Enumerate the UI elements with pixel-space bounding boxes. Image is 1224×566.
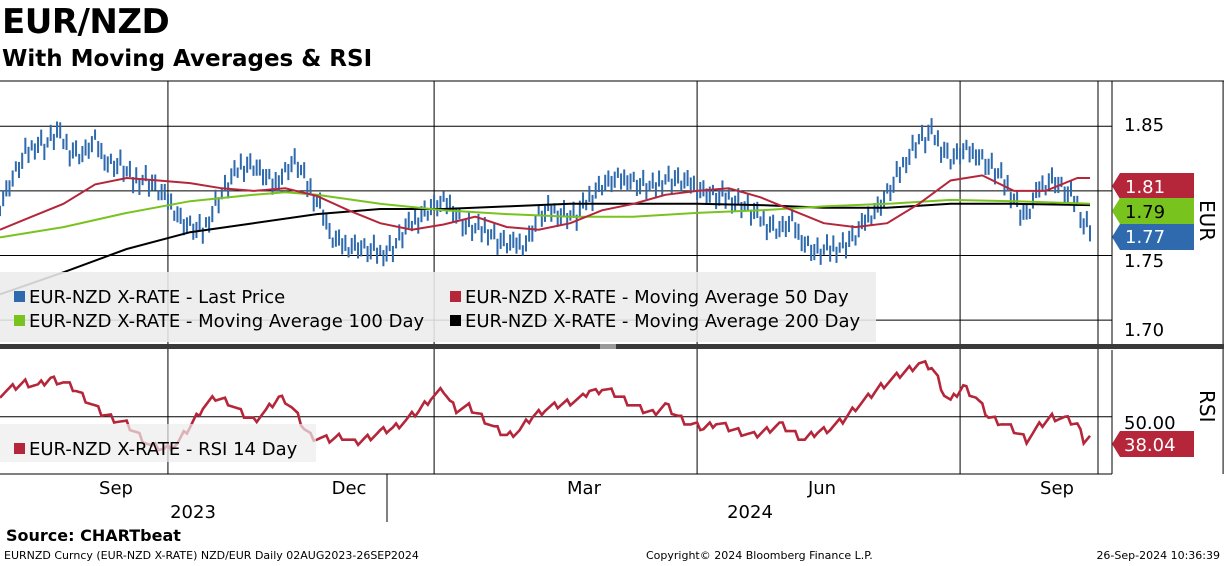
tag-last-price-value: 1.77	[1125, 227, 1165, 248]
x-label-sep-2023: Sep	[99, 478, 133, 499]
price-tick-170: 1.70	[1124, 320, 1164, 341]
panel-splitter-grip[interactable]	[600, 344, 616, 349]
tag-ma50-bg	[1112, 173, 1194, 199]
ma50-series-line	[0, 174, 1090, 231]
x-label-sep-2024: Sep	[1040, 478, 1074, 499]
source-note: Source: CHARTbeat	[6, 526, 181, 545]
legend-swatch-last-price	[14, 291, 25, 302]
chart-title: EUR/NZD	[2, 2, 170, 42]
timestamp: 26-Sep-2024 10:36:39	[1096, 549, 1220, 562]
x-year-2023: 2023	[170, 502, 216, 523]
price-axis-title: EUR	[1195, 200, 1219, 241]
legend-swatch-ma50	[450, 291, 461, 302]
tag-ma50-value: 1.81	[1125, 177, 1165, 198]
tag-rsi-bg	[1112, 431, 1194, 457]
rsi-axis-title: RSI	[1195, 390, 1219, 423]
legend-label-rsi: EUR-NZD X-RATE - RSI 14 Day	[29, 439, 298, 460]
legend-swatch-ma200	[450, 315, 461, 326]
price-tick-175: 1.75	[1124, 251, 1164, 272]
x-label-jun: Jun	[807, 478, 836, 499]
legend-label-ma100: EUR-NZD X-RATE - Moving Average 100 Day	[29, 311, 424, 332]
price-legend-box	[0, 272, 876, 342]
rsi-tick-50: 50.00	[1124, 413, 1176, 434]
copyright-note: Copyright© 2024 Bloomberg Finance L.P.	[646, 549, 873, 562]
ma200-series-line	[0, 202, 1091, 296]
x-label-mar: Mar	[567, 478, 602, 499]
chart-subtitle: With Moving Averages & RSI	[2, 46, 373, 72]
legend-label-ma50: EUR-NZD X-RATE - Moving Average 50 Day	[465, 287, 849, 308]
tag-rsi-value: 38.04	[1124, 435, 1176, 456]
legend-swatch-ma100	[14, 315, 25, 326]
tag-ma100-bg	[1112, 198, 1194, 224]
legend-swatch-rsi	[14, 443, 25, 454]
tag-last-price-bg	[1112, 224, 1194, 250]
ticker-info: EURNZD Curncy (EUR-NZD X-RATE) NZD/EUR D…	[4, 549, 419, 562]
x-year-2024: 2024	[727, 502, 773, 523]
ma100-series-line	[0, 191, 1091, 239]
rsi-legend-box	[0, 424, 316, 462]
legend-label-ma200: EUR-NZD X-RATE - Moving Average 200 Day	[465, 311, 860, 332]
horizontal-gridlines	[0, 125, 1112, 418]
x-label-dec: Dec	[332, 478, 367, 499]
legend-label-last-price: EUR-NZD X-RATE - Last Price	[29, 287, 285, 308]
price-tick-185: 1.85	[1124, 115, 1164, 136]
price-series-bars	[0, 118, 1091, 267]
tag-ma100-value: 1.79	[1125, 202, 1165, 223]
